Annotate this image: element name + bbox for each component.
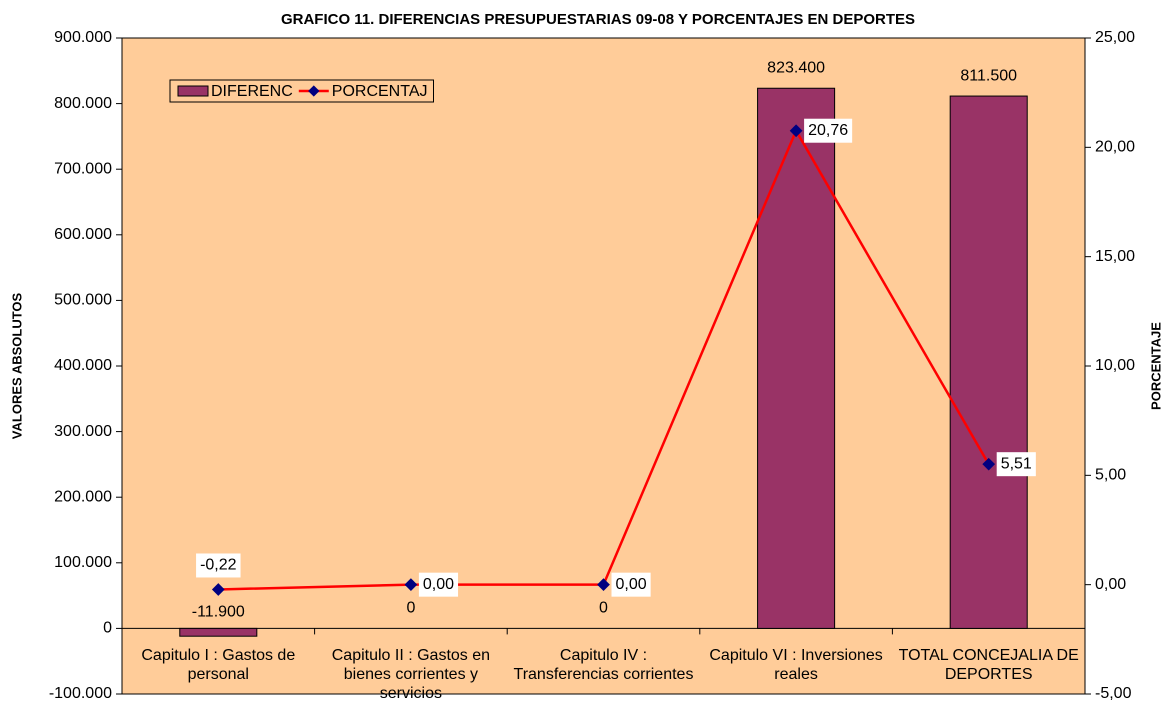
x-tick-label: TOTAL CONCEJALIA DE DEPORTES	[898, 647, 1079, 684]
chart-title: GRAFICO 11. DIFERENCIAS PRESUPUESTARIAS …	[281, 11, 915, 28]
bar	[179, 627, 258, 637]
y2-tick-label: 10,00	[1095, 357, 1135, 374]
y-tick-label: 200.000	[54, 488, 112, 505]
y-tick-label: 600.000	[54, 226, 112, 243]
point-label-bg	[996, 452, 1036, 477]
y-tick-label: 900.000	[54, 29, 112, 46]
y2-tick-label: 25,00	[1095, 29, 1135, 46]
y-axis-title: VALORES ABSOLUTOS	[9, 292, 24, 439]
point-label: 0,00	[616, 576, 647, 593]
y-tick-label: 400.000	[54, 357, 112, 374]
point-label-bg	[611, 572, 651, 597]
bar-value-label: 0	[599, 600, 608, 617]
y2-tick-label: 20,00	[1095, 139, 1135, 156]
x-tick-label: Capitulo IV : Transferencias corrientes	[513, 647, 694, 684]
y-tick-label: 100.000	[54, 554, 112, 571]
bar	[949, 95, 1028, 629]
point-label: 0,00	[423, 576, 454, 593]
point-label-bg	[804, 118, 853, 143]
y-tick-label: -100.000	[49, 685, 112, 702]
y2-axis-title: PORCENTAJE	[1148, 322, 1163, 410]
point-label-bg	[418, 572, 459, 597]
x-tick-label: Capitulo II : Gastos en bienes corriente…	[331, 647, 491, 703]
bar	[757, 87, 836, 629]
point-label: -0,22	[200, 557, 237, 574]
bar-value-label: 811.500	[960, 67, 1017, 84]
y-tick-label: 0	[103, 620, 112, 637]
y2-tick-label: -5,00	[1095, 685, 1132, 702]
bar-value-label: 0	[406, 600, 415, 617]
legend-label: PORCENTAJ	[332, 83, 428, 100]
y-tick-label: 700.000	[54, 160, 112, 177]
y2-tick-label: 5,00	[1095, 467, 1126, 484]
y2-tick-label: 15,00	[1095, 248, 1135, 265]
x-tick-label: Capitulo VI : Inversiones reales	[709, 647, 883, 684]
bar-value-label: 823.400	[767, 59, 825, 76]
plot-area	[121, 37, 1086, 695]
y-tick-label: 800.000	[54, 95, 112, 112]
x-tick-label: Capitulo I : Gastos de personal	[141, 647, 296, 684]
point-label: 5,51	[1001, 455, 1032, 472]
legend-swatch	[177, 85, 209, 97]
point-label-bg	[196, 553, 241, 578]
point-label: 20,76	[808, 122, 848, 139]
legend-label: DIFERENC	[211, 83, 293, 100]
y-tick-label: 500.000	[54, 292, 112, 309]
bar-value-label: -11.900	[192, 604, 245, 621]
y2-tick-label: 0,00	[1095, 576, 1126, 593]
y-tick-label: 300.000	[54, 423, 112, 440]
